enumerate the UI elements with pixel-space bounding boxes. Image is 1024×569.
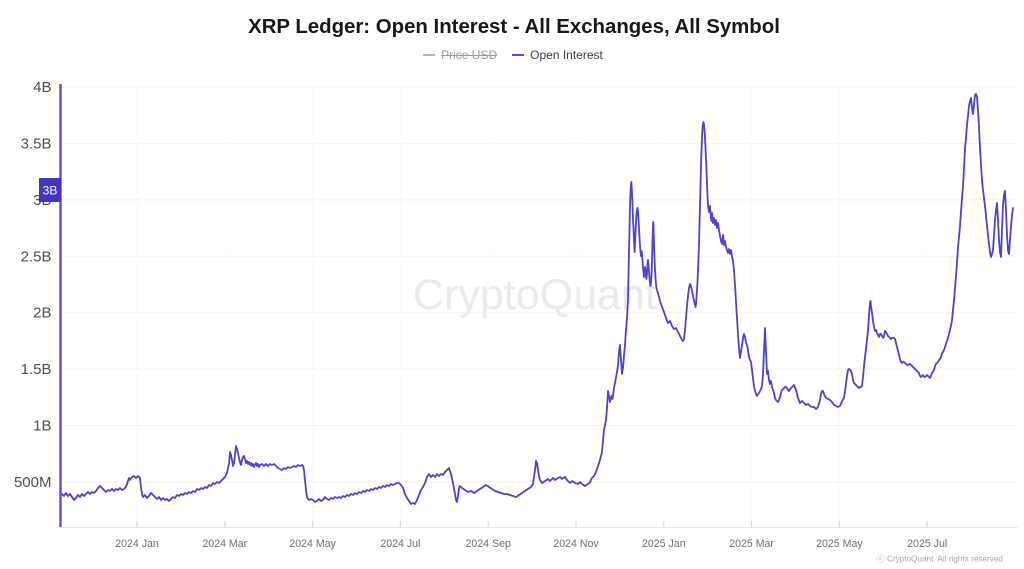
svg-text:2024 Sep: 2024 Sep bbox=[466, 538, 511, 550]
svg-text:3.5B: 3.5B bbox=[21, 135, 52, 152]
svg-text:2025 Jan: 2025 Jan bbox=[642, 538, 686, 550]
svg-text:500M: 500M bbox=[14, 474, 52, 491]
svg-text:1.5B: 1.5B bbox=[21, 361, 52, 378]
svg-text:3B: 3B bbox=[43, 184, 58, 198]
svg-text:2024 Mar: 2024 Mar bbox=[202, 538, 247, 550]
svg-text:2025 Jul: 2025 Jul bbox=[907, 538, 947, 550]
svg-text:ⓒ CryptoQuant. All rights rese: ⓒ CryptoQuant. All rights reserved bbox=[876, 555, 1003, 564]
svg-text:2024 Jan: 2024 Jan bbox=[115, 538, 159, 550]
svg-text:2025 May: 2025 May bbox=[816, 538, 863, 550]
svg-text:1B: 1B bbox=[33, 418, 51, 435]
svg-text:2025 Mar: 2025 Mar bbox=[729, 538, 774, 550]
svg-text:2B: 2B bbox=[33, 305, 51, 322]
svg-text:4B: 4B bbox=[33, 79, 51, 96]
svg-text:2.5B: 2.5B bbox=[21, 248, 52, 265]
svg-text:2024 Jul: 2024 Jul bbox=[380, 538, 420, 550]
svg-text:2024 May: 2024 May bbox=[289, 538, 336, 550]
svg-text:2024 Nov: 2024 Nov bbox=[553, 538, 599, 550]
